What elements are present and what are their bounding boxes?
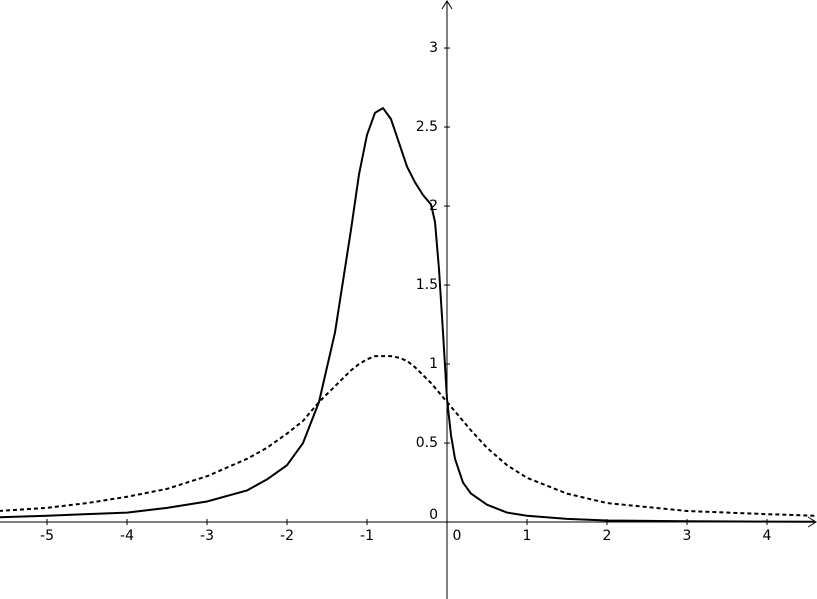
y-axis-arrow <box>441 0 453 10</box>
curve <box>0 107 816 523</box>
x-tick-label: -5 <box>40 528 54 544</box>
curve <box>0 355 816 517</box>
x-tick-label: -1 <box>360 528 374 544</box>
x-tick-label: 2 <box>603 528 612 544</box>
x-axis-arrow <box>807 516 817 528</box>
x-tick-label: 4 <box>763 528 772 544</box>
x-tick-label: 0 <box>453 528 462 544</box>
x-tick-label: 1 <box>523 528 532 544</box>
y-tick-label: 2 <box>429 198 438 214</box>
y-tick-label: 1 <box>429 356 438 372</box>
y-tick-label: 2.5 <box>416 119 438 135</box>
x-tick-label: -4 <box>120 528 134 544</box>
y-tick-label: 0 <box>429 507 438 523</box>
y-tick-label: 0.5 <box>416 435 438 451</box>
y-tick-label: 1.5 <box>416 277 438 293</box>
x-tick-label: -2 <box>280 528 294 544</box>
x-tick-label: 3 <box>683 528 692 544</box>
x-tick-label: -3 <box>200 528 214 544</box>
y-tick-label: 3 <box>429 40 438 56</box>
